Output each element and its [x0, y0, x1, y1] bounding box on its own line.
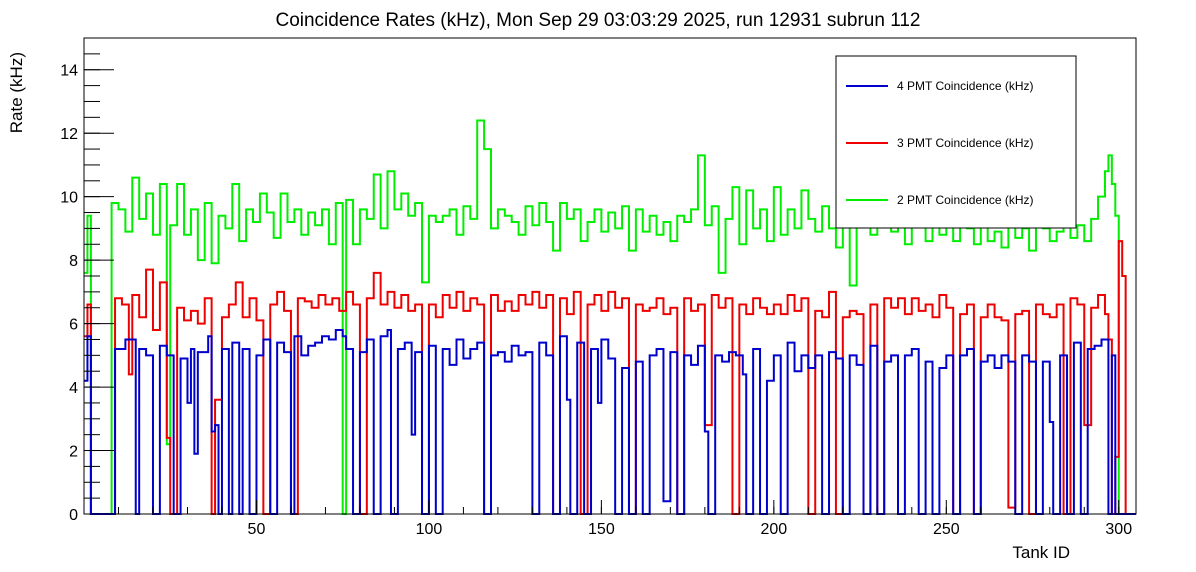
legend-entry: 4 PMT Coincidence (kHz): [897, 79, 1034, 93]
y-axis: 0 2 4 6 8 10 12 14: [60, 37, 114, 524]
chart-title: Coincidence Rates (kHz), Mon Sep 29 03:0…: [275, 10, 920, 31]
x-tick-label: 250: [933, 521, 960, 538]
legend-entry: 2 PMT Coincidence (kHz): [897, 193, 1034, 207]
y-tick-label: 14: [60, 63, 78, 80]
x-axis: 50 100 150 200 250 300: [117, 500, 1132, 538]
x-tick-label: 300: [1105, 521, 1132, 538]
y-tick-label: 0: [69, 507, 78, 524]
legend: 4 PMT Coincidence (kHz) 3 PMT Coincidence…: [835, 55, 1077, 229]
y-axis-label: Rate (kHz): [7, 52, 26, 133]
x-tick-label: 150: [588, 521, 615, 538]
y-tick-label: 2: [69, 444, 78, 461]
x-tick-label: 50: [248, 521, 266, 538]
legend-entry: 3 PMT Coincidence (kHz): [897, 136, 1034, 150]
y-tick-label: 4: [69, 380, 78, 397]
x-tick-label: 100: [416, 521, 443, 538]
y-tick-label: 12: [60, 126, 78, 143]
x-axis-label: Tank ID: [1012, 543, 1070, 562]
x-tick-label: 200: [760, 521, 787, 538]
series-line-2: [84, 240, 1136, 515]
y-tick-label: 6: [69, 317, 78, 334]
series-line-1: [84, 328, 1136, 515]
y-tick-label: 10: [60, 190, 78, 207]
y-tick-label: 8: [69, 253, 78, 270]
